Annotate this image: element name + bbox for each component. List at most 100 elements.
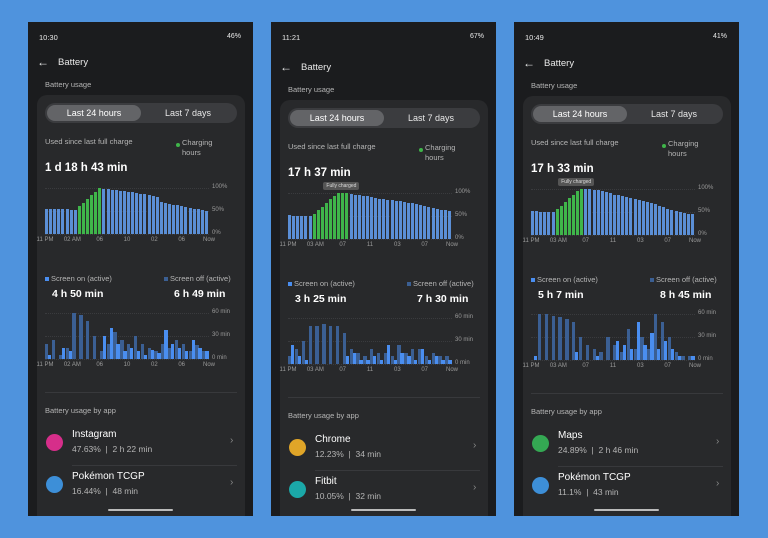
usage-bar bbox=[585, 344, 590, 360]
usage-bar bbox=[198, 347, 202, 359]
usage-bar bbox=[660, 321, 665, 360]
usage-bar bbox=[393, 360, 397, 364]
phone-screen: 10:49 41% ← Battery Battery usage Last 24 hou… bbox=[514, 22, 739, 516]
usage-bar bbox=[383, 352, 388, 364]
battery-bar bbox=[304, 216, 308, 239]
usage-bar bbox=[640, 337, 644, 360]
app-row[interactable]: Pokémon TCGP 11.1% | 43 min › bbox=[523, 470, 731, 508]
usage-bar bbox=[140, 343, 145, 359]
x-tick-label: 03 bbox=[636, 238, 644, 244]
usage-bar bbox=[414, 360, 418, 364]
x-tick-label: Now bbox=[445, 367, 458, 373]
usage-bar bbox=[315, 325, 319, 364]
status-time: 10:30 bbox=[39, 33, 58, 42]
app-detail: 12.23% | 34 min bbox=[315, 449, 381, 459]
battery-bar bbox=[127, 191, 131, 234]
battery-bar bbox=[580, 189, 584, 235]
tab[interactable]: Last 24 hours bbox=[47, 105, 141, 121]
apps-header: Battery usage by app bbox=[288, 411, 359, 420]
usage-bar bbox=[431, 352, 435, 364]
battery-bar bbox=[686, 213, 690, 235]
divider bbox=[531, 393, 723, 394]
battery-bar bbox=[592, 189, 596, 235]
usage-bar bbox=[691, 356, 695, 360]
usage-bar bbox=[133, 336, 138, 359]
usage-bar bbox=[654, 314, 658, 360]
x-tick-label: Now bbox=[688, 363, 701, 369]
chevron: › bbox=[230, 435, 234, 446]
y-tick-label: 0% bbox=[698, 231, 707, 237]
battery-bar bbox=[567, 198, 571, 235]
charging-dot bbox=[662, 144, 666, 148]
x-tick-label: 07 bbox=[582, 238, 589, 244]
battery-bar bbox=[543, 211, 547, 235]
app-name: Pokémon TCGP bbox=[558, 472, 631, 483]
legend-label: Screen on (active) bbox=[294, 279, 355, 288]
y-tick-label: 50% bbox=[455, 212, 468, 218]
divider bbox=[558, 466, 723, 467]
screen-off-value: 7 h 30 min bbox=[417, 293, 469, 305]
legend-swatch bbox=[164, 277, 168, 281]
app-row[interactable]: Instagram 47.63% | 2 h 22 min › bbox=[37, 427, 245, 465]
usage-bar bbox=[92, 336, 97, 359]
tab-bar: Last 24 hours Last 7 days bbox=[45, 103, 237, 123]
app-row[interactable]: Pokémon TCGP 16.44% | 48 min › bbox=[37, 469, 245, 507]
usage-bar bbox=[558, 317, 562, 360]
usage-bar bbox=[99, 351, 104, 359]
battery-bar bbox=[588, 189, 592, 235]
battery-bar bbox=[386, 199, 390, 239]
tab[interactable]: Last 7 days bbox=[407, 113, 455, 123]
usage-bar bbox=[345, 356, 350, 364]
x-tick-label: 11 PM bbox=[522, 238, 540, 244]
battery-bar bbox=[662, 207, 666, 235]
battery-bar bbox=[349, 193, 353, 239]
back-button[interactable]: ← bbox=[280, 60, 292, 74]
app-icon bbox=[46, 434, 63, 451]
app-row[interactable]: Fitbit 10.05% | 32 min › bbox=[280, 474, 488, 512]
x-tick-label: Now bbox=[202, 237, 215, 243]
usage-bar bbox=[147, 347, 151, 359]
usage-bar bbox=[291, 344, 295, 364]
x-tick-label: 11 PM bbox=[36, 237, 54, 243]
usage-bar bbox=[113, 332, 117, 359]
usage-bar bbox=[400, 352, 404, 364]
usage-bar bbox=[116, 343, 120, 359]
app-row[interactable]: Chrome 12.23% | 34 min › bbox=[280, 432, 488, 470]
battery-bar bbox=[411, 203, 415, 239]
charging-label: Charging hours bbox=[425, 143, 456, 162]
battery-bar bbox=[382, 199, 386, 239]
usage-bar bbox=[304, 360, 309, 364]
apps-header: Battery usage by app bbox=[531, 407, 602, 416]
usage-bar bbox=[366, 360, 370, 364]
y-tick-label: 0 min bbox=[698, 356, 713, 362]
grid-line bbox=[531, 235, 695, 236]
y-tick-label: 50% bbox=[698, 208, 711, 214]
page-title: Battery bbox=[301, 62, 332, 73]
annotation: Fully charged bbox=[323, 182, 360, 190]
battery-bar bbox=[114, 190, 118, 234]
app-row[interactable]: Maps 24.89% | 2 h 46 min › bbox=[523, 428, 731, 466]
x-tick-label: Now bbox=[688, 238, 701, 244]
usage-bar bbox=[616, 340, 620, 360]
battery-bar bbox=[357, 195, 361, 239]
battery-bar bbox=[551, 212, 555, 235]
battery-bar bbox=[670, 210, 674, 235]
tab[interactable]: Last 7 days bbox=[650, 109, 698, 119]
usage-bar bbox=[636, 321, 640, 360]
usage-bar bbox=[445, 356, 449, 364]
y-tick-label: 60 min bbox=[698, 310, 717, 316]
usage-bar bbox=[143, 355, 148, 359]
battery-bar bbox=[143, 194, 147, 234]
tab[interactable]: Last 24 hours bbox=[290, 110, 384, 126]
battery-bar bbox=[443, 210, 447, 239]
app-icon bbox=[289, 481, 306, 498]
back-button[interactable]: ← bbox=[37, 55, 49, 69]
battery-bar bbox=[641, 200, 645, 235]
tab[interactable]: Last 7 days bbox=[164, 108, 212, 118]
grid-line bbox=[531, 360, 695, 361]
tab[interactable]: Last 24 hours bbox=[533, 106, 627, 122]
battery-bar bbox=[629, 198, 633, 235]
back-button[interactable]: ← bbox=[523, 56, 535, 70]
battery-bar bbox=[329, 199, 333, 239]
x-tick-label: 11 PM bbox=[522, 363, 540, 369]
